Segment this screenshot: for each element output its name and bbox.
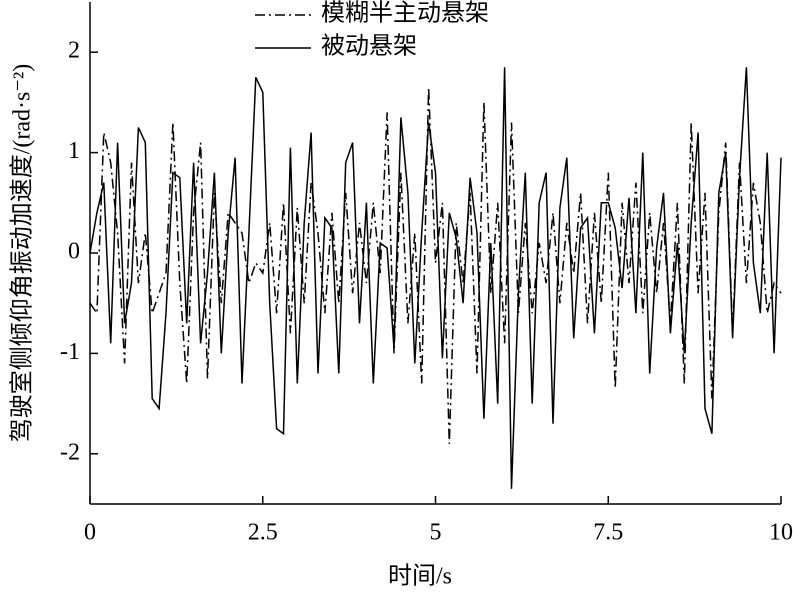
x-axis-label: 时间/s bbox=[388, 563, 452, 590]
series-line bbox=[89, 87, 782, 444]
x-tick-label: 2.5 bbox=[248, 520, 278, 546]
y-tick-label: 2 bbox=[68, 38, 80, 64]
y-tick-label: 1 bbox=[68, 138, 80, 164]
y-axis-label: 驾驶室侧倾仰角振动加速度/(rad·s⁻²) bbox=[9, 64, 36, 443]
y-tick-label: -2 bbox=[60, 439, 80, 465]
series-line bbox=[89, 67, 782, 489]
x-tick-label: 10 bbox=[769, 520, 793, 546]
x-tick-label: 5 bbox=[430, 520, 442, 546]
legend-label: 被动悬架 bbox=[321, 33, 417, 60]
y-tick-label: 0 bbox=[68, 239, 80, 265]
x-tick-label: 0 bbox=[84, 520, 96, 546]
y-tick-label: -1 bbox=[60, 339, 80, 365]
x-tick-label: 7.5 bbox=[593, 520, 623, 546]
legend-label: 模糊半主动悬架 bbox=[321, 0, 489, 27]
